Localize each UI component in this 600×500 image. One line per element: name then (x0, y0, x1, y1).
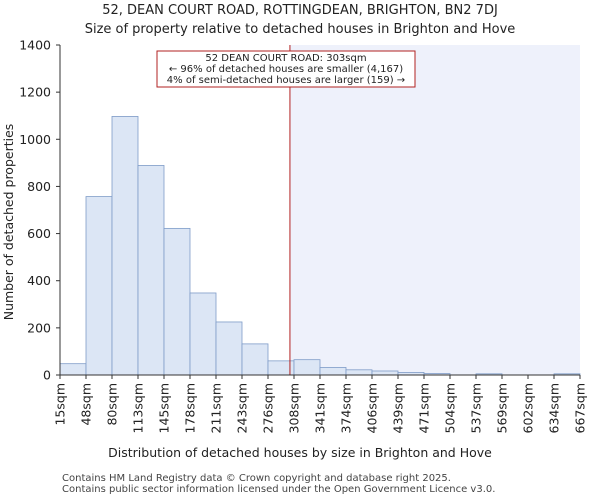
y-tick-label: 1400 (19, 38, 51, 53)
bar-145sqm (163, 227, 191, 376)
x-tick-label: 406sqm (365, 383, 380, 433)
y-tick-label: 1000 (19, 132, 51, 147)
bar-48sqm (85, 196, 113, 376)
bar-243sqm (241, 343, 269, 376)
chart-title: 52, DEAN COURT ROAD, ROTTINGDEAN, BRIGHT… (102, 3, 498, 18)
annotation-line-3: 4% of semi-detached houses are larger (1… (167, 75, 405, 86)
x-tick-label: 569sqm (495, 383, 510, 433)
plot-area: 0 200 400 600 800 1000 1200 1400 15sqm 48sqm 80sq… (19, 38, 587, 434)
annotation-line-1: 52 DEAN COURT ROAD: 303sqm (205, 53, 366, 64)
y-ticks-group: 0 200 400 600 800 1000 1200 1400 (19, 38, 60, 383)
bar-406sqm (371, 370, 399, 376)
footer-line-2: Contains public sector information licen… (62, 484, 496, 495)
x-tick-label: 504sqm (443, 383, 458, 433)
x-tick-label: 602sqm (521, 383, 536, 433)
bar-374sqm (345, 369, 373, 376)
x-ticks-group: 15sqm 48sqm 80sqm 113sqm 145sqm 178sqm 211sqm 2… (53, 375, 588, 433)
x-tick-label: 178sqm (183, 383, 198, 433)
y-tick-label: 0 (43, 368, 51, 383)
bar-308sqm (293, 359, 321, 376)
y-tick-label: 1200 (19, 85, 51, 100)
x-tick-label: 15sqm (53, 383, 68, 426)
chart-subtitle: Size of property relative to detached ho… (85, 22, 516, 37)
annotation-box: 52 DEAN COURT ROAD: 303sqm ← 96% of deta… (156, 50, 416, 88)
annotation-line-2: ← 96% of detached houses are smaller (4,… (169, 64, 403, 75)
y-tick-label: 600 (27, 226, 51, 241)
x-tick-label: 243sqm (235, 383, 250, 433)
x-tick-label: 667sqm (573, 383, 588, 433)
x-tick-label: 211sqm (209, 383, 224, 433)
annotation-border (156, 50, 416, 88)
bar-15sqm (59, 363, 87, 376)
x-tick-label: 48sqm (79, 383, 94, 426)
y-tick-label: 200 (27, 320, 51, 335)
x-tick-label: 471sqm (417, 383, 432, 433)
x-tick-label: 308sqm (287, 383, 302, 433)
x-tick-label: 80sqm (105, 383, 120, 426)
bar-211sqm (215, 321, 243, 376)
x-tick-label: 439sqm (391, 383, 406, 433)
x-tick-label: 374sqm (339, 383, 354, 433)
bar-341sqm (319, 367, 347, 376)
x-tick-label: 341sqm (313, 383, 328, 433)
x-tick-label: 145sqm (157, 383, 172, 433)
x-tick-label: 113sqm (131, 383, 146, 433)
x-tick-label: 537sqm (469, 383, 484, 433)
bar-80sqm (111, 116, 139, 376)
y-tick-label: 400 (27, 273, 51, 288)
footer-line-1: Contains HM Land Registry data © Crown c… (62, 473, 451, 484)
y-tick-label: 800 (27, 179, 51, 194)
x-tick-label: 276sqm (261, 383, 276, 433)
bar-113sqm (137, 165, 165, 376)
highlight-region (289, 45, 580, 375)
x-axis-label: Distribution of detached houses by size … (108, 445, 492, 460)
bars-group (59, 116, 581, 376)
x-tick-label: 634sqm (547, 383, 562, 433)
bar-178sqm (189, 292, 217, 376)
y-axis-label: Number of detached properties (1, 124, 16, 321)
